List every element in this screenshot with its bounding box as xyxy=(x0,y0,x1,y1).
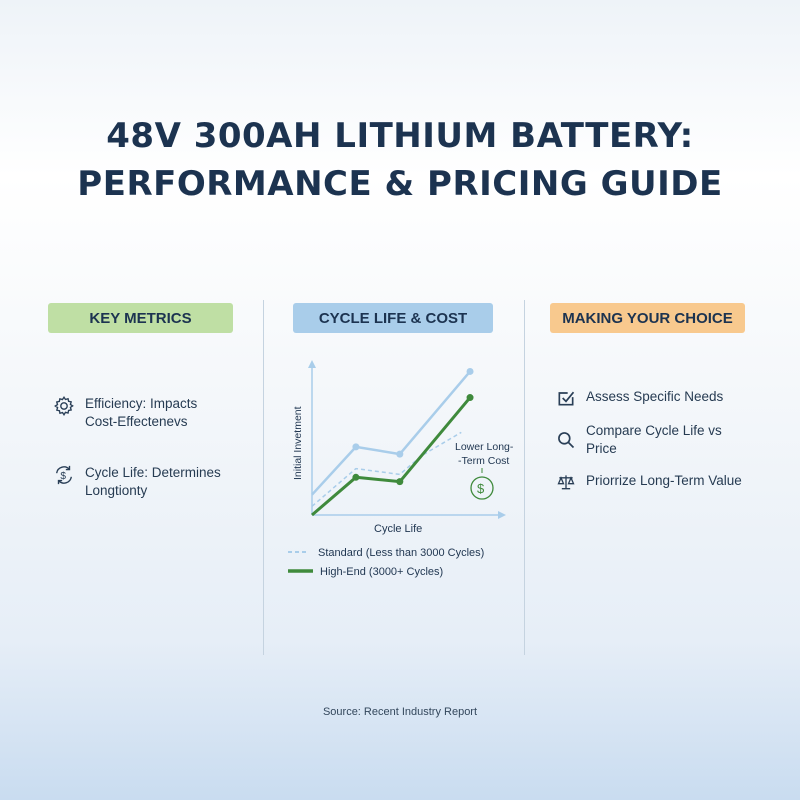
metric-text: Longtionty xyxy=(85,483,148,498)
data-point xyxy=(466,367,474,375)
x-axis-label: Cycle Life xyxy=(374,523,422,535)
metric-text: Cost-Effectenevs xyxy=(85,414,188,429)
metric-cycle-life: $ Cycle Life: Determines Longtionty xyxy=(53,464,221,500)
choice-text: Assess Specific Needs xyxy=(586,389,724,404)
data-point xyxy=(352,443,360,451)
choice-text: Price xyxy=(586,441,617,456)
source-note: Source: Recent Industry Report xyxy=(322,706,478,718)
svg-text:$: $ xyxy=(477,481,485,496)
cycle-life-chart: Cycle Life Initial Invetment Lower Long-… xyxy=(288,360,514,578)
data-point xyxy=(466,394,474,402)
series-line-reference xyxy=(311,370,472,496)
choice-compare: Compare Cycle Life vs Price xyxy=(556,422,722,458)
cycle-life-cost-header: CYCLE LIFE & COST xyxy=(293,303,493,333)
gear-icon xyxy=(54,396,74,416)
choice-text: Compare Cycle Life vs xyxy=(586,423,722,438)
choice-assess: Assess Specific Needs xyxy=(556,388,723,408)
choice-text: Priorrize Long-Term Value xyxy=(586,473,742,488)
annotation-line-1: Lower Long- xyxy=(455,441,514,453)
making-choice-header: MAKING YOUR CHOICE xyxy=(550,303,745,333)
data-point xyxy=(396,478,404,486)
annotation-line-2: -Term Cost xyxy=(458,455,509,467)
legend-standard: Standard (Less than 3000 Cycles) xyxy=(318,547,484,559)
divider xyxy=(263,300,264,655)
y-axis-label: Initial Invetment xyxy=(292,406,304,480)
series-line-high-end xyxy=(311,396,472,517)
y-axis-arrow xyxy=(308,360,316,368)
x-axis-arrow xyxy=(498,511,506,519)
choice-prioritize: Priorrize Long-Term Value xyxy=(556,472,742,492)
data-point xyxy=(352,473,360,481)
dollar-cycle-icon: $ xyxy=(55,465,73,485)
key-metrics-header: KEY METRICS xyxy=(48,303,233,333)
legend-high-end: High-End (3000+ Cycles) xyxy=(320,566,443,578)
data-point xyxy=(396,450,404,458)
svg-text:$: $ xyxy=(60,471,66,482)
dollar-coin-icon: $ xyxy=(470,468,494,500)
metric-text: Efficiency: Impacts xyxy=(85,396,198,411)
title-line-1: 48V 300AH LITHIUM BATTERY: xyxy=(106,116,694,156)
metric-text: Cycle Life: Determines xyxy=(85,465,221,480)
page-title: 48V 300AH LITHIUM BATTERY: PERFORMANCE &… xyxy=(0,112,800,208)
title-line-2: PERFORMANCE & PRICING GUIDE xyxy=(77,164,723,204)
search-icon xyxy=(558,432,575,449)
metric-efficiency: Efficiency: Impacts Cost-Effectenevs xyxy=(53,395,197,431)
divider xyxy=(524,300,525,655)
series-line-standard xyxy=(311,431,462,507)
checkbox-icon xyxy=(558,391,575,406)
scale-icon xyxy=(557,475,575,490)
